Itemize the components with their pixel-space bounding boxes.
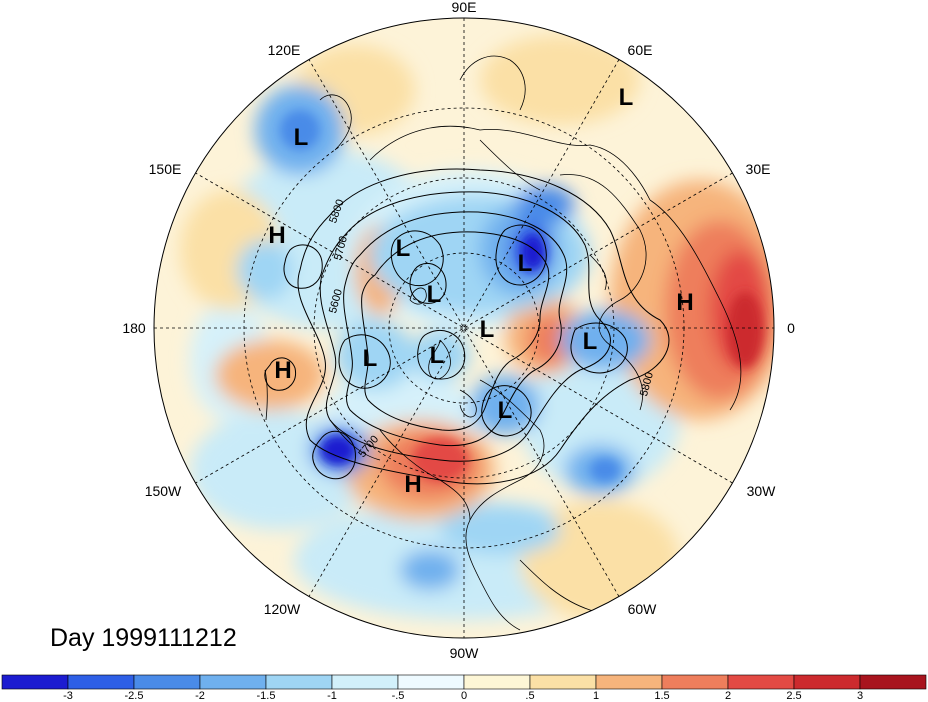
- colorbar-tick-label: 2: [725, 690, 731, 702]
- lat-lon-grid: [154, 18, 774, 638]
- low-marker: L: [396, 235, 411, 262]
- colorbar-swatch: [397, 674, 465, 690]
- colorbar-swatch: [529, 674, 597, 690]
- lon-label-0: 0: [787, 320, 795, 336]
- lon-label-120w: 120W: [264, 601, 301, 617]
- colorbar-tick-label: 2.5: [786, 690, 801, 702]
- colorbar-swatch: [199, 674, 267, 690]
- lon-label-180: 180: [122, 320, 146, 336]
- pressure-systems: L L L L L L L L L L H H H H: [268, 84, 693, 498]
- colorbar-swatch: [1, 674, 69, 690]
- lon-label-150w: 150W: [145, 483, 182, 499]
- colorbar-tick-label: -.5: [392, 690, 405, 702]
- lon-label-150e: 150E: [149, 161, 182, 177]
- colorbar-tick-label: 3: [857, 690, 863, 702]
- map-border: [153, 17, 775, 639]
- low-marker: L: [583, 328, 598, 355]
- height-contours: [264, 168, 670, 485]
- low-marker: L: [363, 345, 378, 372]
- lon-label-90w: 90W: [450, 645, 480, 661]
- colorbar-tick-label: -2: [195, 690, 205, 702]
- high-marker: H: [268, 222, 285, 249]
- colorbar-tick-label: .5: [525, 690, 534, 702]
- lon-label-30e: 30E: [746, 161, 771, 177]
- low-marker: L: [430, 342, 445, 369]
- lon-label-60w: 60W: [628, 601, 658, 617]
- low-marker: L: [294, 124, 309, 151]
- colorbar-tick-label: 1.5: [654, 690, 669, 702]
- colorbar-swatch: [331, 674, 399, 690]
- high-marker: H: [676, 289, 693, 316]
- high-marker: H: [274, 357, 291, 384]
- colorbar-swatch: [463, 674, 531, 690]
- colorbar-tick-label: -1: [327, 690, 337, 702]
- low-marker: L: [427, 281, 442, 308]
- colorbar-swatch: [793, 674, 861, 690]
- anomaly-field: [154, 18, 774, 638]
- colorbar-swatch: [859, 674, 927, 690]
- high-marker: H: [404, 471, 421, 498]
- lon-label-120e: 120E: [268, 42, 301, 58]
- colorbar-swatch: [133, 674, 201, 690]
- colorbar-tick-label: 1: [593, 690, 599, 702]
- lon-label-90e: 90E: [452, 0, 477, 15]
- colorbar-tick-label: -3: [63, 690, 73, 702]
- colorbar-swatch: [67, 674, 135, 690]
- low-marker: L: [480, 316, 495, 343]
- low-marker: L: [518, 250, 533, 277]
- lon-label-60e: 60E: [628, 42, 653, 58]
- colorbar-tick-label: -1.5: [257, 690, 276, 702]
- colorbar-swatch: [595, 674, 663, 690]
- colorbar-tick-label: -2.5: [125, 690, 144, 702]
- low-marker: L: [498, 397, 513, 424]
- low-marker: L: [619, 84, 634, 111]
- colorbar: -3 -2.5 -2 -1.5 -1 -.5 0 .5 1 1.5 2 2.5 3: [1, 674, 927, 702]
- longitude-labels: 90E 60E 30E 0 30W 60W 90W 120W 150W 180 …: [122, 0, 795, 661]
- colorbar-swatch: [661, 674, 729, 690]
- lon-label-30w: 30W: [747, 483, 777, 499]
- colorbar-tick-label: 0: [461, 690, 467, 702]
- colorbar-swatch: [265, 674, 333, 690]
- colorbar-swatch: [727, 674, 795, 690]
- day-label: Day 1999111212: [50, 624, 237, 652]
